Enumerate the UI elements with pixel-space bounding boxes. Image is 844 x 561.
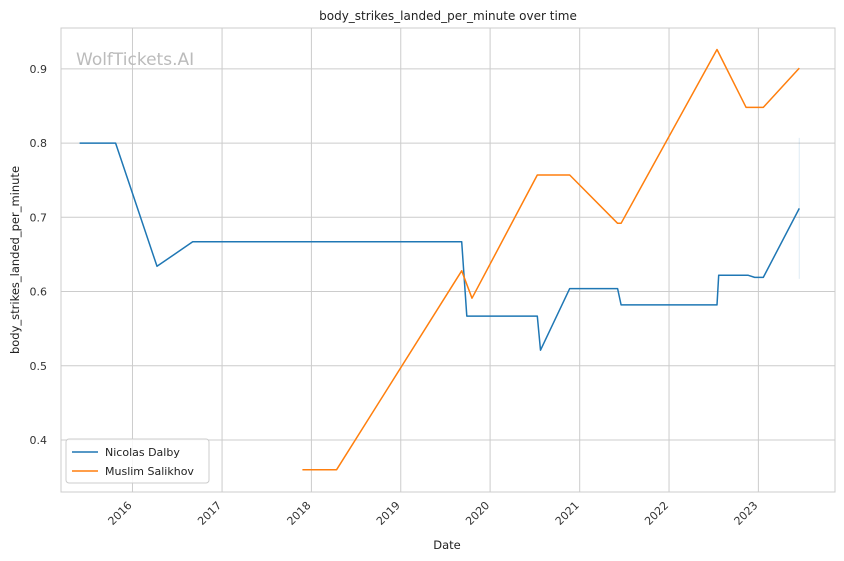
y-tick-label: 0.5 <box>30 360 48 373</box>
y-tick-label: 0.7 <box>30 211 48 224</box>
y-tick-label: 0.6 <box>30 286 48 299</box>
watermark-text: WolfTickets.AI <box>76 50 194 70</box>
plot-frame <box>60 27 836 493</box>
x-axis-label: Date <box>433 538 461 552</box>
y-axis-tick-labels: 0.4 0.5 0.6 0.7 0.8 0.9 <box>30 63 48 447</box>
y-axis-label: body_strikes_landed_per_minute <box>8 166 22 354</box>
chart-title: body_strikes_landed_per_minute over time <box>319 9 577 23</box>
legend: Nicolas Dalby Muslim Salikhov <box>65 438 210 484</box>
series-lines <box>79 48 800 471</box>
legend-label-muslim-salikhov: Muslim Salikhov <box>105 465 194 478</box>
series-line-muslim-salikhov <box>302 48 800 471</box>
y-tick-label: 0.9 <box>30 63 48 76</box>
y-tick-label: 0.4 <box>30 434 48 447</box>
legend-label-nicolas-dalby: Nicolas Dalby <box>105 446 180 459</box>
series-line-nicolas-dalby <box>79 142 800 351</box>
y-tick-label: 0.8 <box>30 137 48 150</box>
legend-box <box>65 438 210 484</box>
